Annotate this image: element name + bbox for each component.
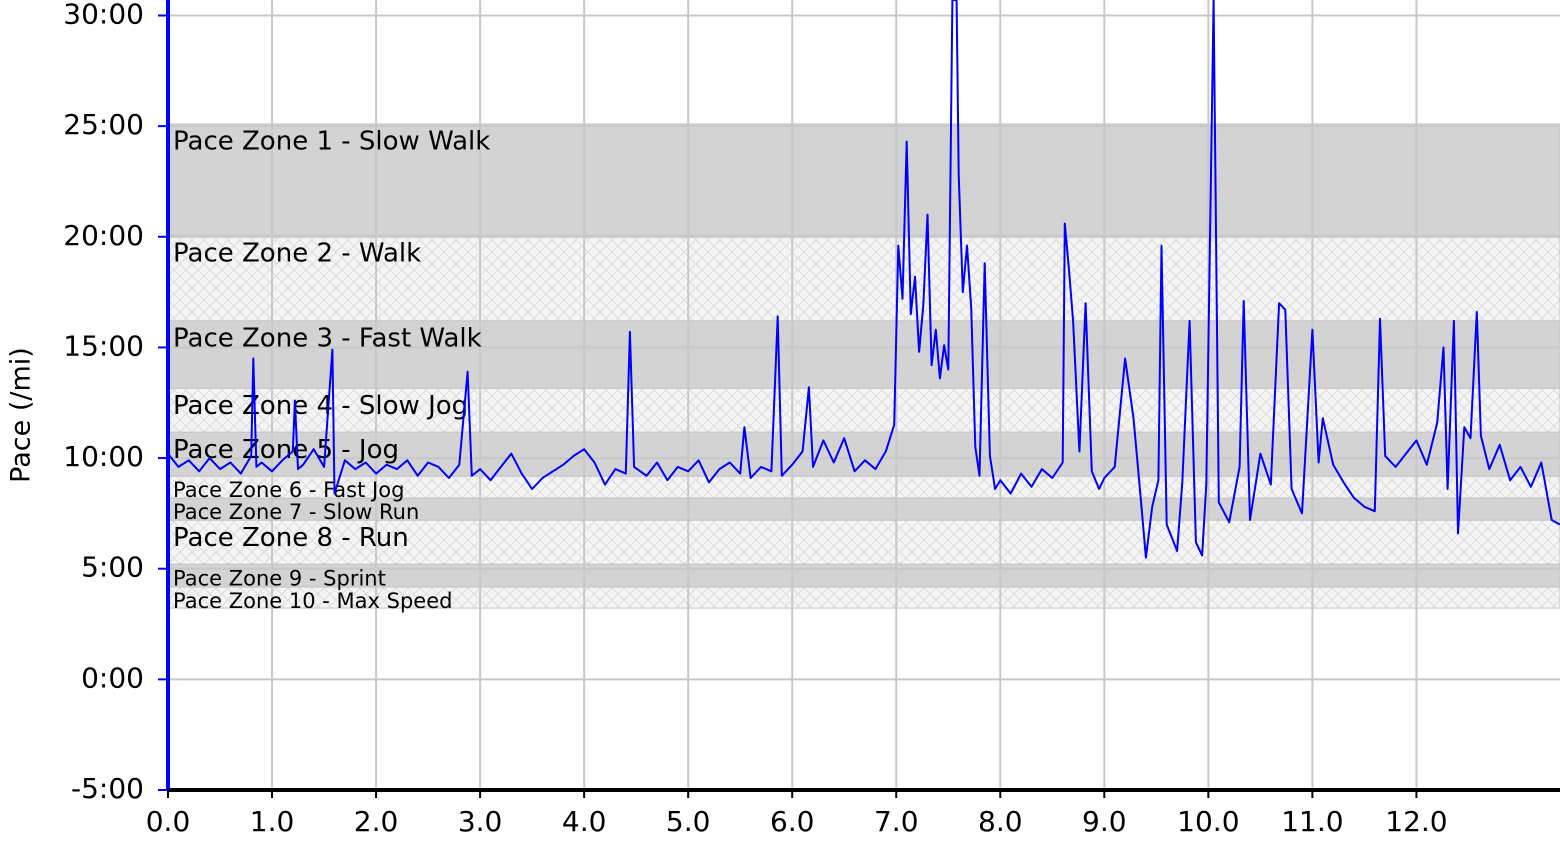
x-tick-label: 5.0: [666, 805, 711, 838]
zone-label: Pace Zone 4 - Slow Jog: [173, 391, 468, 421]
zone-band: [167, 519, 1560, 565]
y-tick-label: 10:00: [63, 440, 144, 473]
zone-label: Pace Zone 8 - Run: [173, 523, 409, 553]
x-tick-label: 0.0: [146, 805, 191, 838]
zone-band: [167, 235, 1560, 322]
x-tick-label: 8.0: [978, 805, 1023, 838]
y-tick-label: 25:00: [63, 108, 144, 141]
x-tick-label: 12.0: [1385, 805, 1447, 838]
y-tick-label: 15:00: [63, 329, 144, 362]
y-tick-label: 30:00: [63, 0, 144, 30]
y-tick-label: -5:00: [71, 772, 144, 805]
zone-label: Pace Zone 1 - Slow Walk: [173, 127, 490, 157]
zone-label: Pace Zone 3 - Fast Walk: [173, 323, 482, 353]
x-tick-label: 2.0: [354, 805, 399, 838]
x-tick-label: 4.0: [562, 805, 607, 838]
zone-label: Pace Zone 2 - Walk: [173, 238, 421, 268]
plot-area: [168, 0, 1560, 559]
y-tick-label: 0:00: [81, 661, 144, 694]
grid: [167, 0, 1560, 791]
x-tick-label: 9.0: [1082, 805, 1127, 838]
x-tick-label: 6.0: [770, 805, 815, 838]
y-tick-label: 5:00: [81, 551, 144, 584]
zone-band: [167, 387, 1560, 433]
zone-label: Pace Zone 9 - Sprint: [173, 566, 386, 590]
x-tick-label: 3.0: [458, 805, 503, 838]
zones: [167, 123, 1560, 609]
x-tick-label: 10.0: [1177, 805, 1239, 838]
axes: -5:00 0:00 5:00 10:00 15:00 20:00 25:00 30:00 0.…: [63, 0, 1560, 838]
zone-label: Pace Zone 6 - Fast Jog: [173, 478, 404, 502]
x-tick-label: 1.0: [250, 805, 295, 838]
pace-line: [168, 0, 1560, 559]
zone-labels: Pace Zone 1 - Slow Walk Pace Zone 2 - Wal…: [173, 127, 490, 614]
x-tick-label: 11.0: [1281, 805, 1343, 838]
y-tick-label: 20:00: [63, 219, 144, 252]
x-tick-label: 7.0: [874, 805, 919, 838]
zone-label: Pace Zone 10 - Max Speed: [173, 589, 452, 613]
zone-label: Pace Zone 7 - Slow Run: [173, 500, 419, 524]
zone-band: [167, 123, 1560, 237]
y-axis-label: Pace (/mi): [6, 347, 37, 483]
